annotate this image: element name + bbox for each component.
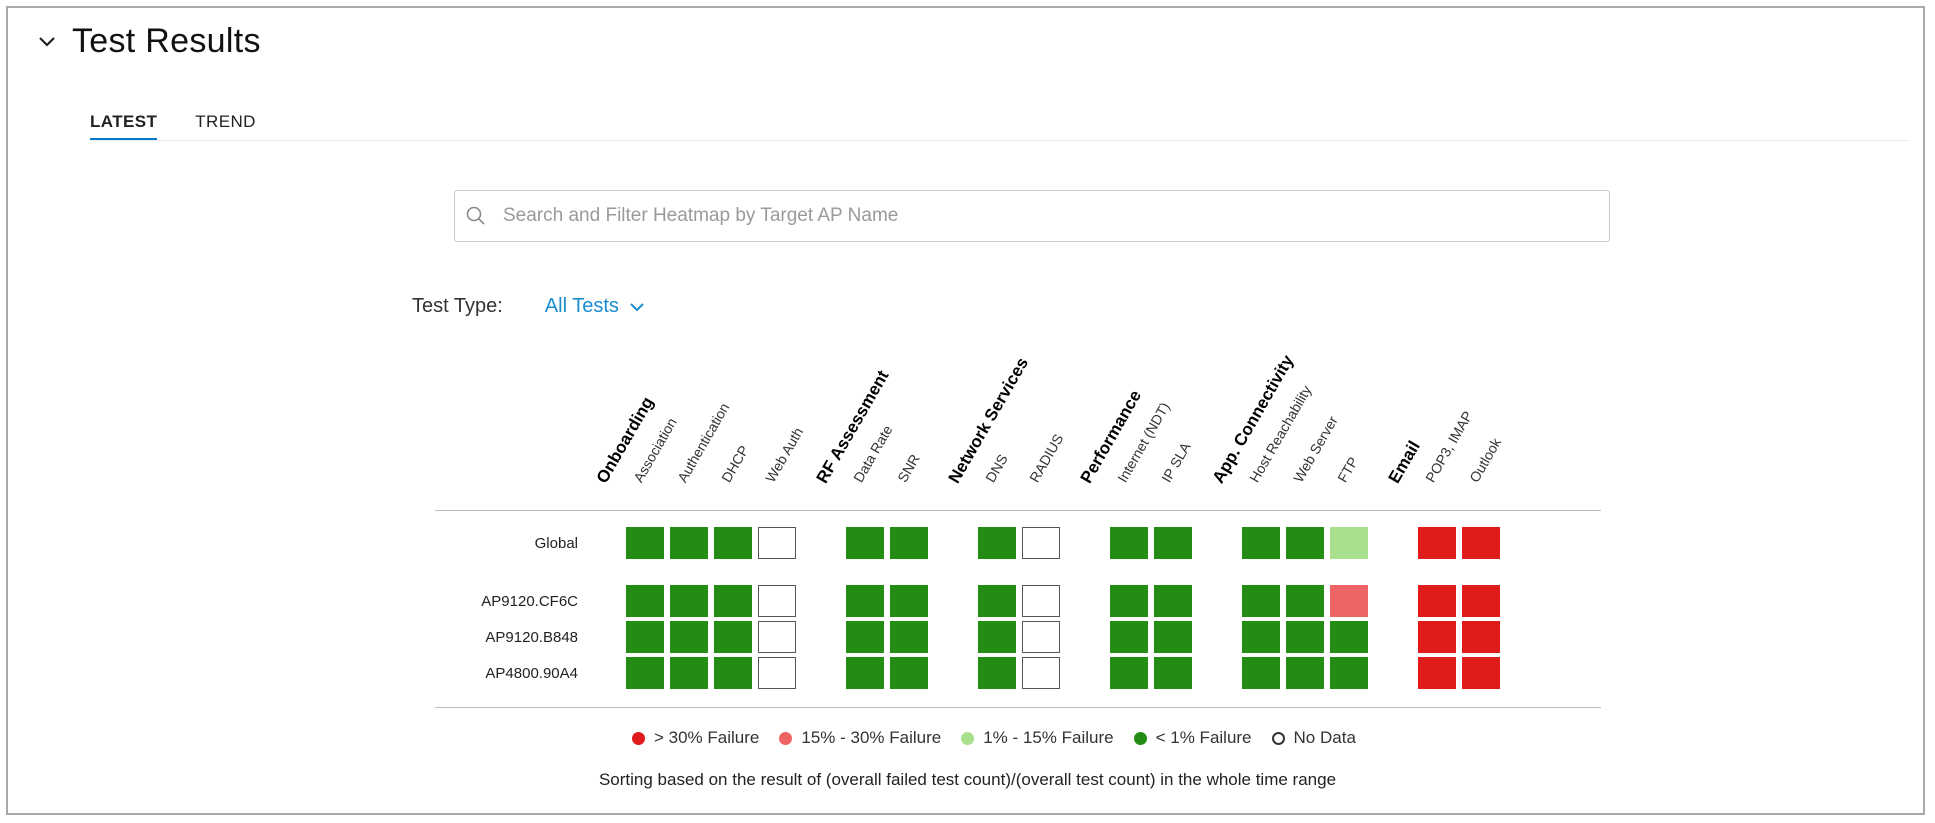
legend-label: < 1% Failure	[1155, 728, 1252, 747]
heatmap-cell[interactable]	[1242, 657, 1280, 689]
heatmap-cell[interactable]	[978, 527, 1016, 559]
heatmap-cell[interactable]	[1286, 585, 1324, 617]
heatmap-cell[interactable]	[626, 585, 664, 617]
search-input[interactable]	[501, 204, 1585, 228]
heatmap-cell[interactable]	[1286, 657, 1324, 689]
heatmap-cell[interactable]	[714, 657, 752, 689]
legend-item: > 30% Failure	[632, 728, 759, 748]
heatmap-cell[interactable]	[1242, 585, 1280, 617]
heatmap-cell[interactable]	[1462, 585, 1500, 617]
search-box[interactable]	[454, 190, 1610, 242]
heatmap-cell[interactable]	[846, 657, 884, 689]
legend-dot	[961, 731, 975, 745]
heatmap-cell[interactable]	[846, 585, 884, 617]
legend-label: 15% - 30% Failure	[801, 728, 942, 747]
legend-item: 15% - 30% Failure	[779, 728, 941, 748]
chevron-down-icon	[630, 302, 644, 311]
test-type-filter: Test Type: All Tests	[412, 295, 645, 318]
row-label: AP4800.90A4	[485, 665, 578, 682]
heatmap-bottom-divider	[435, 707, 1601, 708]
heatmap-cell[interactable]	[978, 657, 1016, 689]
heatmap-cell[interactable]	[1110, 621, 1148, 653]
test-type-dropdown[interactable]: All Tests	[545, 295, 645, 318]
heatmap-cell[interactable]	[846, 621, 884, 653]
legend-label: 1% - 15% Failure	[983, 728, 1114, 747]
heatmap-cell[interactable]	[1242, 621, 1280, 653]
heatmap-cell[interactable]	[978, 621, 1016, 653]
heatmap-cell[interactable]	[1154, 621, 1192, 653]
heatmap-cell[interactable]	[714, 585, 752, 617]
sorting-footnote: Sorting based on the result of (overall …	[598, 770, 1337, 789]
heatmap-cell[interactable]	[670, 585, 708, 617]
heatmap-cell[interactable]	[626, 527, 664, 559]
heatmap-cell[interactable]	[1286, 527, 1324, 559]
heatmap-cell[interactable]	[1022, 527, 1060, 559]
heatmap-cell[interactable]	[1022, 585, 1060, 617]
chevron-down-icon[interactable]	[36, 31, 58, 53]
heatmap-cell[interactable]	[1330, 585, 1368, 617]
search-icon	[466, 206, 485, 225]
heatmap-cell[interactable]	[1242, 527, 1280, 559]
heatmap-cell[interactable]	[890, 527, 928, 559]
tab-trend[interactable]: TREND	[195, 112, 256, 131]
test-results-panel	[6, 6, 1925, 815]
heatmap-cell[interactable]	[626, 657, 664, 689]
legend-dot	[1133, 731, 1147, 745]
legend-dot	[1271, 731, 1285, 745]
heatmap-cell[interactable]	[1418, 585, 1456, 617]
heatmap-cell[interactable]	[714, 621, 752, 653]
heatmap-cell[interactable]	[670, 657, 708, 689]
page-title: Test Results	[72, 22, 261, 60]
heatmap-cell[interactable]	[1462, 527, 1500, 559]
heatmap-cell[interactable]	[1110, 527, 1148, 559]
heatmap-cell[interactable]	[890, 657, 928, 689]
heatmap-cell[interactable]	[758, 527, 796, 559]
heatmap-cell[interactable]	[1154, 527, 1192, 559]
heatmap-cell[interactable]	[1330, 527, 1368, 559]
heatmap-cell[interactable]	[1418, 621, 1456, 653]
heatmap-cell[interactable]	[846, 527, 884, 559]
test-type-label: Test Type:	[412, 295, 503, 317]
heatmap-top-divider	[435, 510, 1601, 511]
heatmap-cell[interactable]	[1022, 657, 1060, 689]
heatmap-cell[interactable]	[1022, 621, 1060, 653]
heatmap-cell[interactable]	[758, 657, 796, 689]
heatmap-cell[interactable]	[758, 585, 796, 617]
heatmap-cell[interactable]	[758, 621, 796, 653]
heatmap-cell[interactable]	[1418, 527, 1456, 559]
section-header[interactable]: Test Results	[36, 22, 261, 61]
heatmap-cell[interactable]	[1110, 657, 1148, 689]
row-label: AP9120.CF6C	[481, 593, 578, 610]
tab-bar: LATEST TREND	[90, 112, 256, 141]
legend-label: > 30% Failure	[654, 728, 760, 747]
heatmap-cell[interactable]	[670, 621, 708, 653]
heatmap-cell[interactable]	[1110, 585, 1148, 617]
heatmap-cell[interactable]	[890, 585, 928, 617]
heatmap-cell[interactable]	[670, 527, 708, 559]
legend: > 30% Failure 15% - 30% Failure 1% - 15% F…	[632, 728, 1376, 748]
heatmap-cell[interactable]	[714, 527, 752, 559]
legend-label: No Data	[1293, 728, 1356, 747]
heatmap-cell[interactable]	[1330, 621, 1368, 653]
heatmap-cell[interactable]	[1418, 657, 1456, 689]
legend-item: No Data	[1271, 728, 1356, 748]
heatmap-cell[interactable]	[1154, 585, 1192, 617]
heatmap-cell[interactable]	[1154, 657, 1192, 689]
legend-item: < 1% Failure	[1133, 728, 1252, 748]
heatmap-cell[interactable]	[1286, 621, 1324, 653]
heatmap-cell[interactable]	[1330, 657, 1368, 689]
row-label: AP9120.B848	[485, 629, 578, 646]
heatmap-cell[interactable]	[626, 621, 664, 653]
tab-divider	[90, 140, 1910, 141]
heatmap-cell[interactable]	[890, 621, 928, 653]
test-type-value: All Tests	[544, 295, 619, 317]
legend-item: 1% - 15% Failure	[961, 728, 1114, 748]
row-label: Global	[534, 535, 578, 552]
legend-dot	[779, 731, 793, 745]
legend-dot	[632, 731, 645, 745]
tab-latest[interactable]: LATEST	[90, 112, 158, 141]
heatmap-cell[interactable]	[978, 585, 1016, 617]
heatmap-cell[interactable]	[1462, 657, 1500, 689]
heatmap-cell[interactable]	[1462, 621, 1500, 653]
